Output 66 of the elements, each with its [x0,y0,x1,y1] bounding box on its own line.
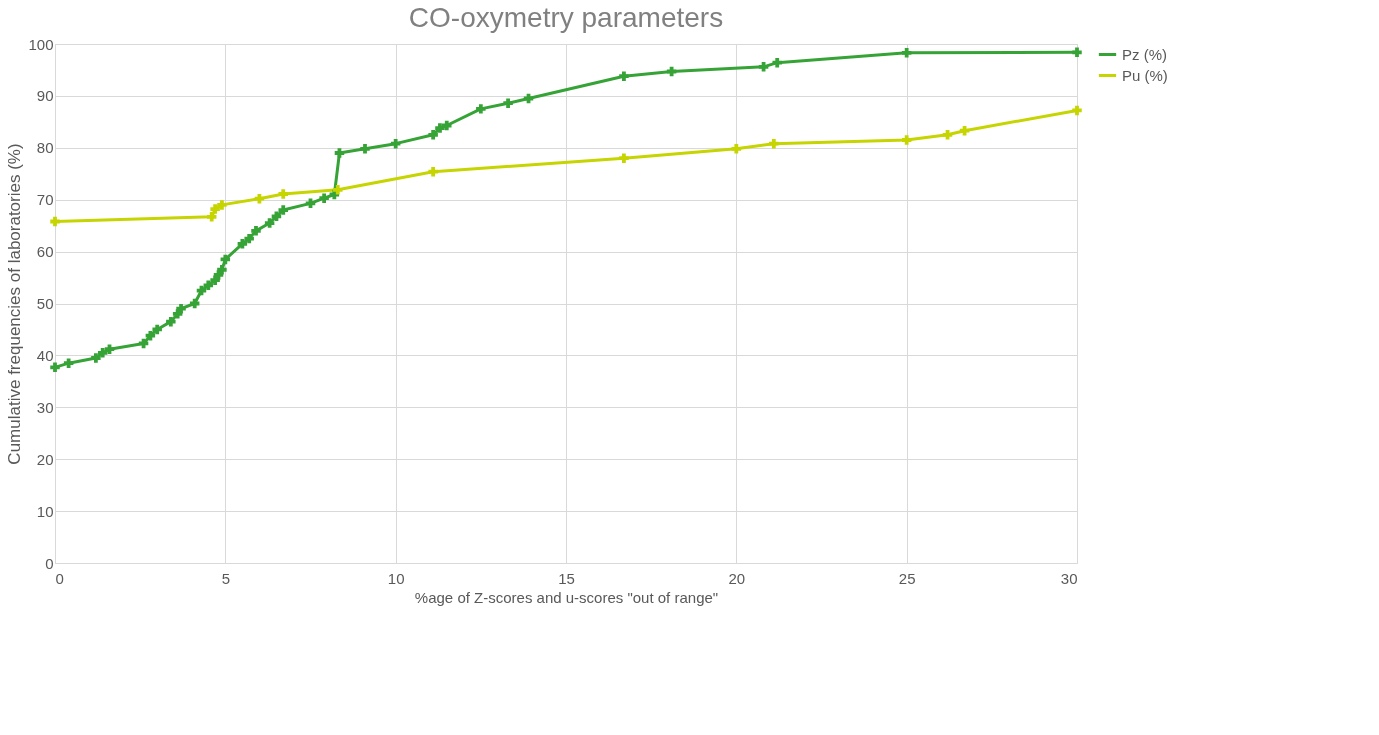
point [360,144,370,154]
point [264,218,275,228]
point [50,216,60,227]
point [1072,47,1082,58]
chart-title: CO-oxymetry parameters [408,2,724,33]
x-tick-label: 10 [387,569,405,587]
point [97,348,108,358]
point [769,138,779,149]
point [91,353,101,363]
y-tick-label: 100 [28,35,54,53]
y-tick-label: 0 [45,554,54,572]
x-tick-label: 20 [728,569,746,587]
point [772,57,782,68]
point [319,193,329,203]
point [145,330,156,341]
point [435,123,445,133]
point [619,153,629,163]
x-tick-label: 15 [558,569,575,587]
point [166,316,176,327]
point [333,185,343,195]
x-tick-label: 25 [898,569,916,587]
point [334,148,345,158]
point [278,205,288,215]
legend-label: Pu (%) [1122,66,1168,84]
y-tick-label: 10 [36,502,54,520]
y-tick-label: 30 [36,398,54,416]
point [217,200,227,210]
point [942,130,953,140]
point [217,265,227,275]
y-tick-label: 60 [36,243,54,261]
point [428,166,438,177]
point [278,189,288,199]
y-axis-title: Cumulative frequencies of laboratories (%) [5,143,25,465]
point [152,324,162,335]
y-tick-label: 70 [36,191,54,209]
point [1072,105,1082,116]
point [176,303,186,314]
y-tick-label: 50 [36,295,54,312]
point [104,344,115,354]
point [210,204,220,214]
x-axis-title: %age of Z-scores and u-scores "out of range" [414,588,719,606]
y-tick-label: 90 [36,87,54,105]
y-tick-label: 20 [36,450,54,468]
point [63,358,74,368]
point [476,104,486,114]
point [619,71,629,81]
point [901,135,912,145]
point [251,226,261,236]
point [390,138,401,149]
point [901,48,912,58]
point [731,144,742,154]
point [203,280,214,291]
y-tick-label: 40 [36,346,54,364]
y-tick-label: 80 [36,139,54,157]
point [758,62,769,72]
point [206,212,217,222]
point [50,362,60,373]
point [237,239,248,249]
x-tick-label: 30 [1060,569,1078,587]
x-tick-label: 5 [221,569,231,587]
point [220,254,231,265]
point [244,233,254,244]
point [442,120,452,131]
point [428,130,438,140]
legend-label: Pz (%) [1122,45,1167,63]
point [503,98,513,108]
